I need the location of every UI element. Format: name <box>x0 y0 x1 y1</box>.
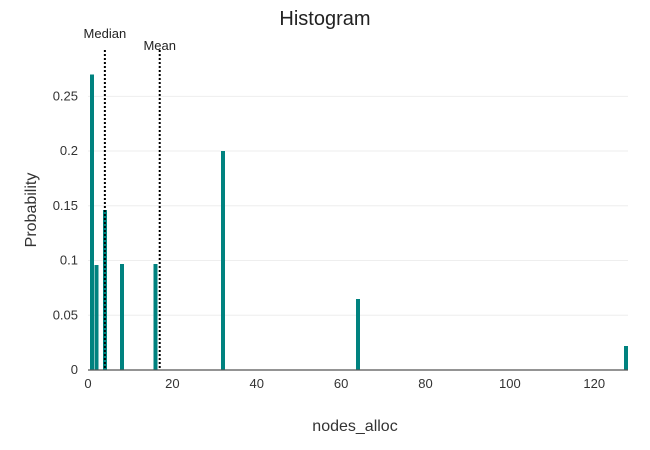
reference-lines: Median Mean <box>84 26 176 370</box>
bar <box>356 298 360 370</box>
bar <box>119 263 124 370</box>
x-tick-label: 20 <box>165 376 179 391</box>
bar <box>624 345 628 370</box>
reference-line-label: Median <box>84 26 127 41</box>
bar <box>90 74 95 370</box>
y-tick-label: 0.2 <box>60 143 78 158</box>
gridlines <box>88 95 628 316</box>
x-tick-label: 120 <box>583 376 605 391</box>
bars <box>90 74 628 370</box>
x-tick-label: 40 <box>250 376 264 391</box>
bar <box>94 264 99 370</box>
y-tick-label: 0.05 <box>53 307 78 322</box>
y-tick-label: 0.15 <box>53 198 78 213</box>
y-tick-label: 0.1 <box>60 253 78 268</box>
bar <box>221 151 225 370</box>
chart-title: Histogram <box>279 8 370 30</box>
y-axis-label: Probability <box>23 173 40 248</box>
x-tick-label: 0 <box>84 376 91 391</box>
x-tick-labels: 0 20 40 60 80 100 120 <box>84 376 605 391</box>
x-axis-label: nodes_alloc <box>312 418 397 435</box>
bar <box>153 263 158 370</box>
y-tick-label: 0 <box>71 362 78 377</box>
reference-line-label: Mean <box>143 38 176 53</box>
x-tick-label: 100 <box>499 376 521 391</box>
x-tick-label: 60 <box>334 376 348 391</box>
x-tick-label: 80 <box>418 376 432 391</box>
y-tick-labels: 0 0.05 0.1 0.15 0.2 0.25 <box>53 88 78 377</box>
y-tick-label: 0.25 <box>53 88 78 103</box>
